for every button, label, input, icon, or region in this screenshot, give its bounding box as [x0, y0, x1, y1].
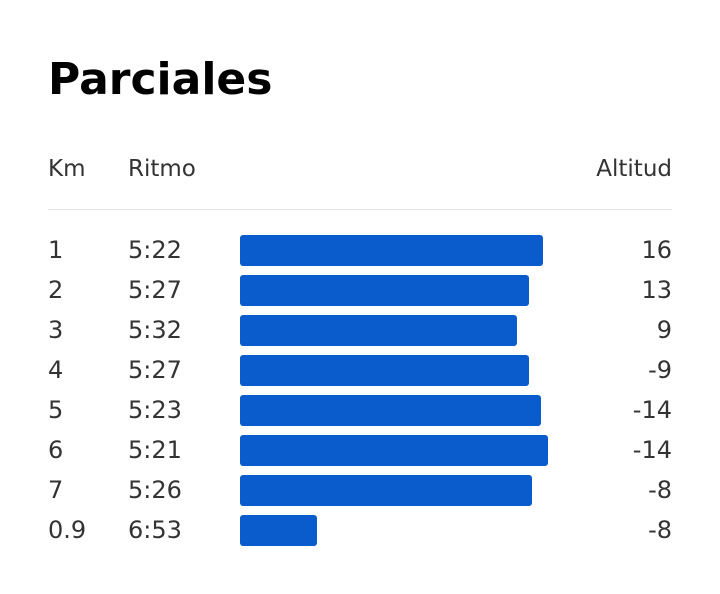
- pace-bar: [240, 515, 317, 546]
- pace-bar: [240, 315, 517, 346]
- split-altitude: -14: [632, 396, 672, 424]
- split-altitude: 13: [641, 276, 672, 304]
- split-pace: 5:27: [128, 356, 182, 384]
- split-pace: 5:22: [128, 236, 182, 264]
- pace-bar: [240, 435, 548, 466]
- splits-header: Km Ritmo Altitud: [48, 156, 672, 190]
- split-row: 6 5:21 -14: [48, 432, 672, 472]
- split-km: 4: [48, 356, 64, 384]
- header-divider: [48, 209, 672, 210]
- split-pace: 5:23: [128, 396, 182, 424]
- km-column-header: Km: [48, 156, 86, 182]
- page-title: Parciales: [48, 54, 273, 105]
- pace-column-header: Ritmo: [128, 156, 196, 182]
- pace-bar: [240, 275, 529, 306]
- split-row: 0.9 6:53 -8: [48, 512, 672, 552]
- split-altitude: -8: [648, 516, 672, 544]
- split-altitude: 9: [656, 316, 672, 344]
- split-row: 7 5:26 -8: [48, 472, 672, 512]
- split-km: 7: [48, 476, 64, 504]
- split-pace: 5:27: [128, 276, 182, 304]
- pace-bar: [240, 355, 529, 386]
- split-km: 0.9: [48, 516, 87, 544]
- split-pace: 5:21: [128, 436, 182, 464]
- split-row: 5 5:23 -14: [48, 392, 672, 432]
- split-altitude: -8: [648, 476, 672, 504]
- pace-bar: [240, 395, 541, 426]
- split-altitude: -14: [632, 436, 672, 464]
- split-km: 2: [48, 276, 64, 304]
- split-row: 1 5:22 16: [48, 232, 672, 272]
- split-row: 2 5:27 13: [48, 272, 672, 312]
- altitude-column-header: Altitud: [596, 156, 672, 182]
- split-row: 3 5:32 9: [48, 312, 672, 352]
- split-pace: 5:32: [128, 316, 182, 344]
- split-km: 1: [48, 236, 64, 264]
- pace-bar: [240, 475, 532, 506]
- split-altitude: 16: [641, 236, 672, 264]
- split-pace: 6:53: [128, 516, 182, 544]
- split-row: 4 5:27 -9: [48, 352, 672, 392]
- splits-list: 1 5:22 16 2 5:27 13 3 5:32 9 4 5:27 -9 5…: [48, 232, 672, 552]
- split-pace: 5:26: [128, 476, 182, 504]
- split-altitude: -9: [648, 356, 672, 384]
- pace-bar: [240, 235, 543, 266]
- split-km: 6: [48, 436, 64, 464]
- split-km: 3: [48, 316, 64, 344]
- split-km: 5: [48, 396, 64, 424]
